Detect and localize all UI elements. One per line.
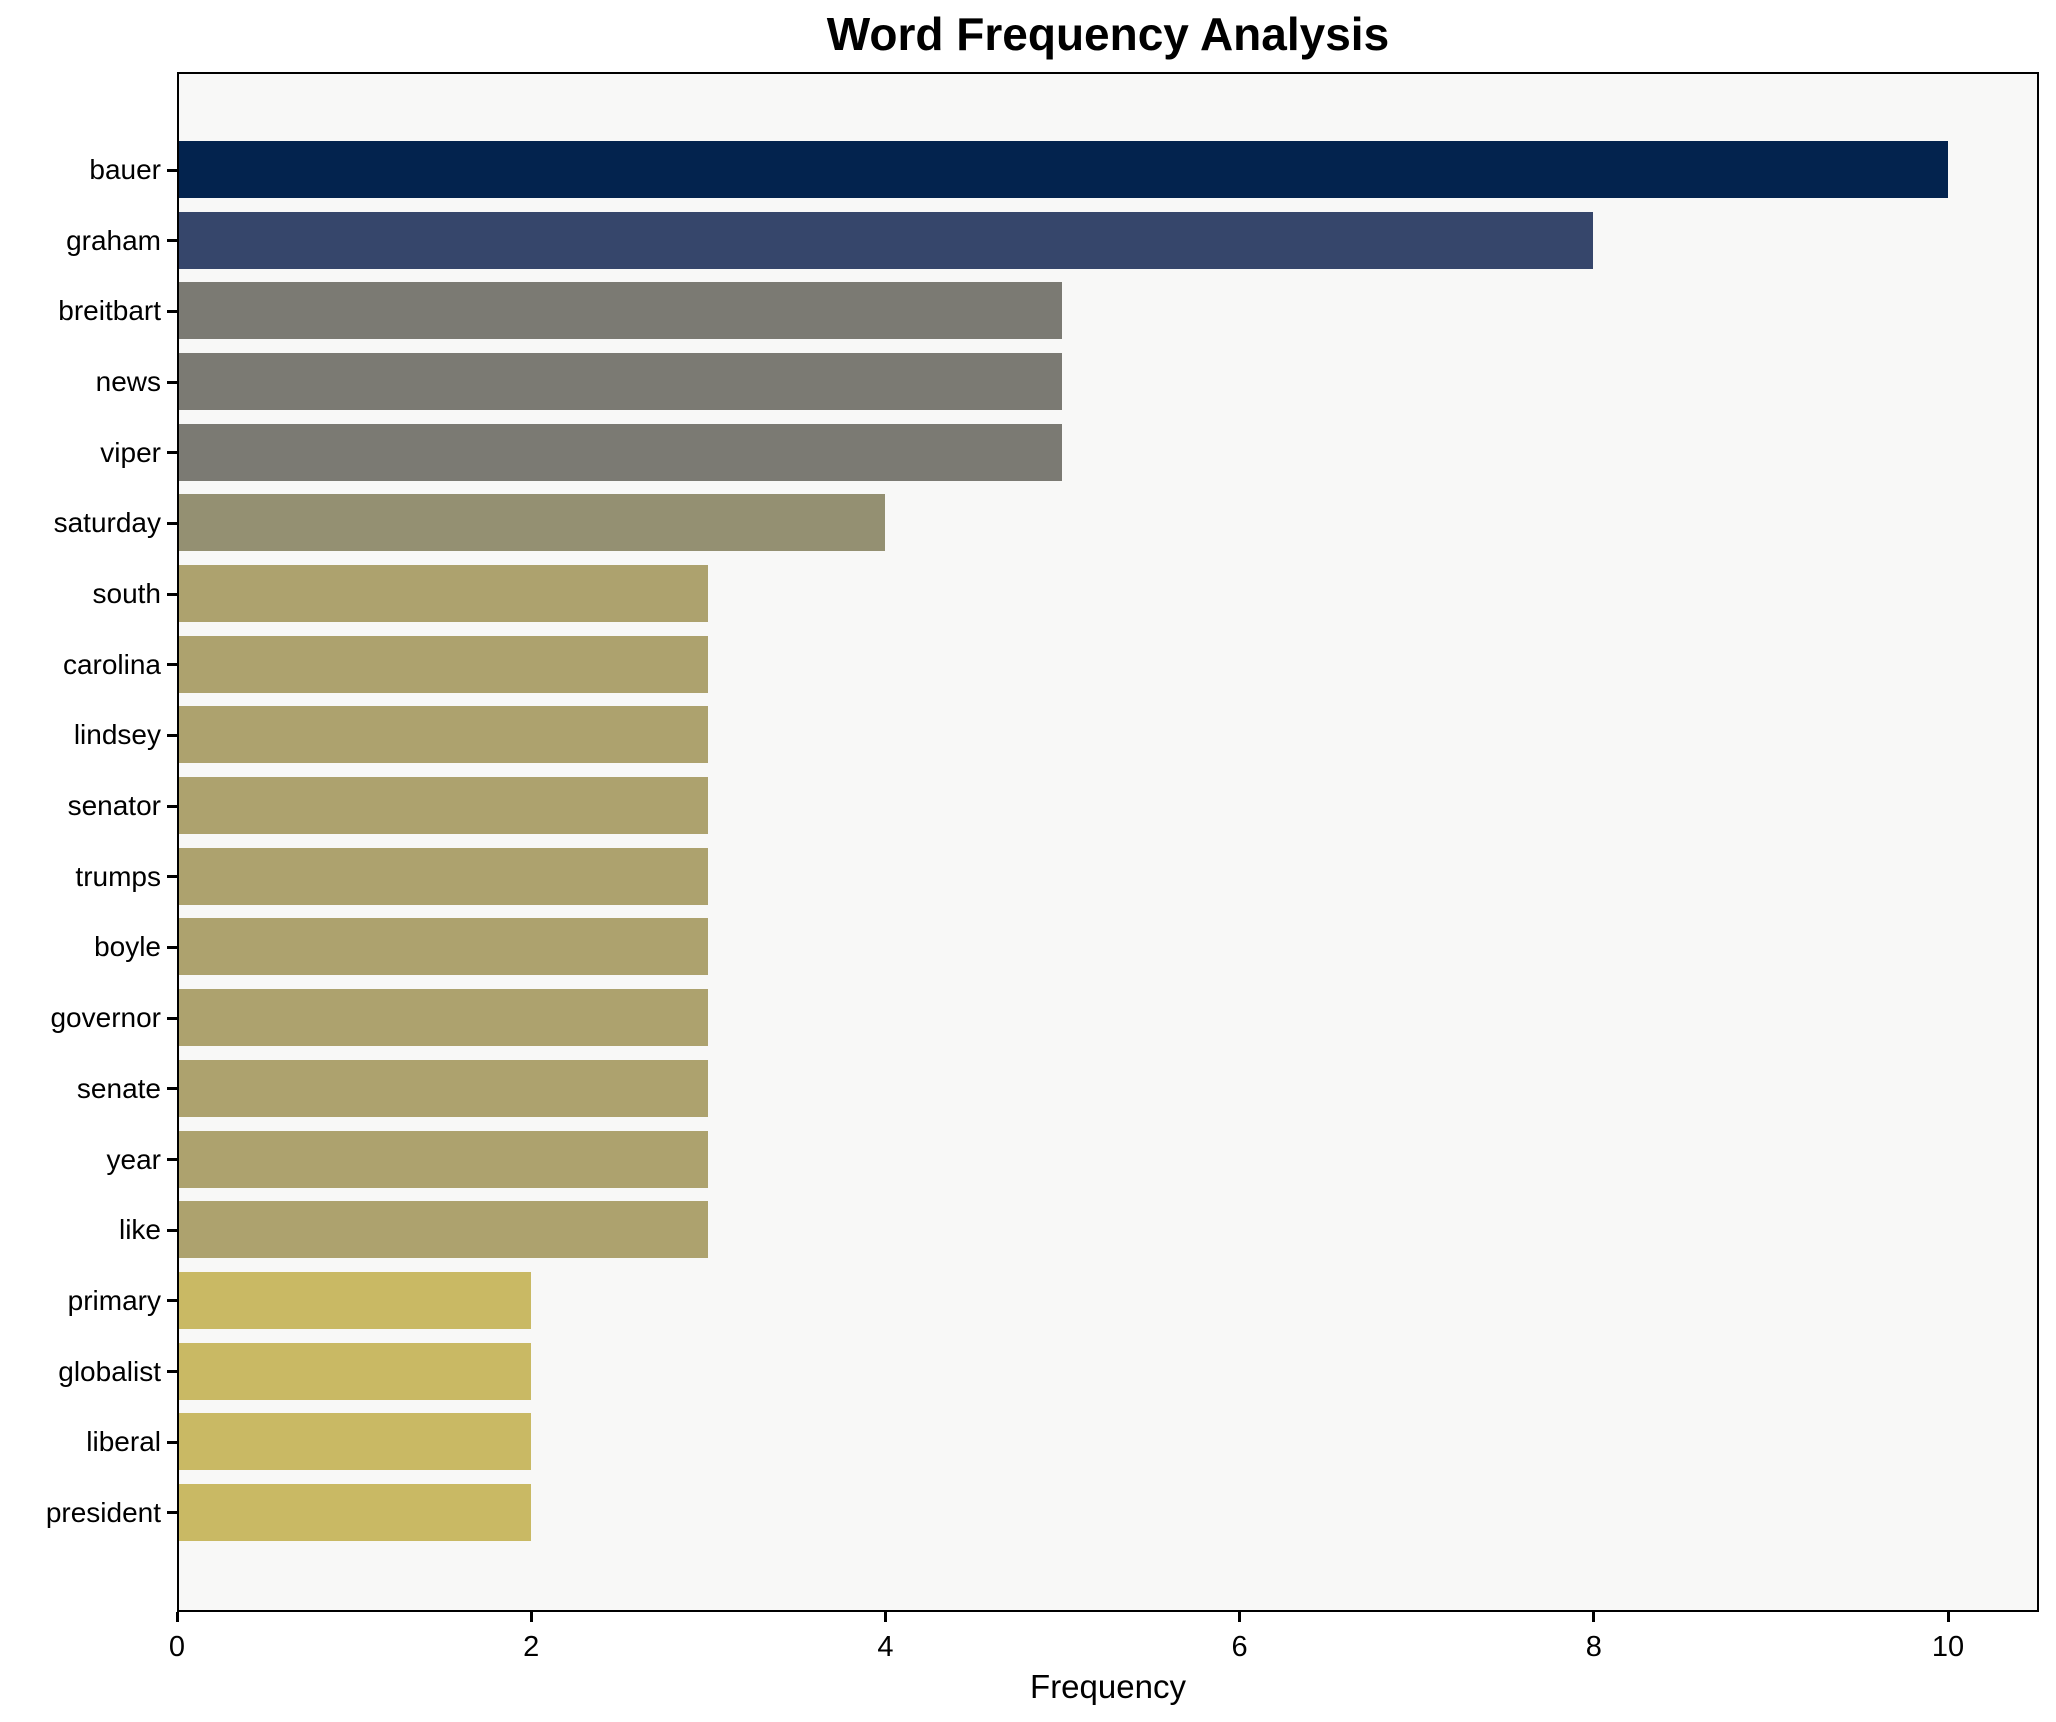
y-label-lindsey: lindsey (73, 719, 161, 751)
bar-lindsey (179, 706, 708, 764)
y-tick-governor (167, 1016, 177, 1020)
y-tick-saturday (167, 521, 177, 525)
y-axis: bauer graham breitbart news viper saturday sou… (0, 72, 161, 1612)
bar-year (179, 1130, 708, 1188)
y-label-president: president (45, 1496, 161, 1528)
y-label-year: year (106, 1143, 161, 1175)
bar-governor (179, 989, 708, 1047)
y-tick-breitbart (167, 309, 177, 313)
bar-president (179, 1483, 531, 1541)
y-label-liberal: liberal (86, 1426, 161, 1458)
y-tick-boyle (167, 945, 177, 949)
x-tick-label-4: 4 (877, 1631, 894, 1663)
y-label-south: south (92, 578, 162, 610)
bar-globalist (179, 1342, 531, 1400)
y-label-senate: senate (76, 1072, 161, 1104)
y-label-saturday: saturday (53, 507, 161, 539)
bar-trumps (179, 847, 708, 905)
y-tick-trumps (167, 875, 177, 879)
y-label-governor: governor (50, 1002, 161, 1034)
y-label-primary: primary (67, 1284, 161, 1316)
y-tick-news (167, 380, 177, 384)
y-tick-carolina (167, 663, 177, 667)
y-label-like: like (118, 1214, 161, 1246)
x-tick-label-2: 2 (523, 1631, 540, 1663)
bar-bauer (179, 141, 1948, 198)
y-tick-bauer (167, 168, 177, 172)
x-tick-2 (529, 1612, 533, 1622)
y-tick-lindsey (167, 733, 177, 737)
y-label-trumps: trumps (75, 860, 161, 892)
x-tick-label-10: 10 (1931, 1631, 1965, 1663)
y-tick-year (167, 1158, 177, 1162)
plot-area (177, 72, 2039, 1612)
y-tick-viper (167, 451, 177, 455)
x-tick-8 (1592, 1612, 1596, 1622)
y-label-news: news (95, 366, 161, 398)
x-tick-10 (1946, 1612, 1950, 1622)
bar-graham (179, 211, 1594, 269)
x-tick-label-6: 6 (1231, 1631, 1248, 1663)
bar-breitbart (179, 282, 1062, 340)
bar-liberal (179, 1413, 531, 1471)
y-tick-like (167, 1228, 177, 1232)
y-label-graham: graham (66, 224, 161, 256)
bar-primary (179, 1271, 531, 1329)
y-tick-primary (167, 1299, 177, 1303)
bar-news (179, 353, 1062, 411)
y-tick-senate (167, 1087, 177, 1091)
bar-carolina (179, 635, 708, 693)
bar-viper (179, 423, 1062, 481)
bar-saturday (179, 494, 885, 552)
y-tick-president (167, 1511, 177, 1515)
y-label-bauer: bauer (89, 154, 161, 185)
y-label-globalist: globalist (58, 1355, 161, 1387)
bar-senator (179, 777, 708, 835)
y-tick-liberal (167, 1440, 177, 1444)
y-tick-globalist (167, 1370, 177, 1374)
x-tick-6 (1238, 1612, 1242, 1622)
y-label-boyle: boyle (94, 931, 161, 963)
bar-like (179, 1201, 708, 1259)
x-tick-4 (883, 1612, 887, 1622)
x-tick-label-0: 0 (168, 1631, 186, 1663)
x-tick-0 (175, 1612, 179, 1622)
bar-senate (179, 1059, 708, 1117)
y-tick-senator (167, 804, 177, 808)
y-label-breitbart: breitbart (58, 295, 161, 327)
x-tick-label-8: 8 (1585, 1631, 1602, 1663)
y-tick-south (167, 592, 177, 596)
y-tick-graham (167, 239, 177, 243)
bar-south (179, 565, 708, 623)
x-axis-title: Frequency (1030, 1668, 1186, 1705)
bar-boyle (179, 918, 708, 976)
y-label-senator: senator (67, 790, 161, 822)
y-label-viper: viper (100, 436, 161, 468)
chart-title: Word Frequency Analysis (826, 8, 1390, 60)
y-label-carolina: carolina (62, 648, 161, 680)
